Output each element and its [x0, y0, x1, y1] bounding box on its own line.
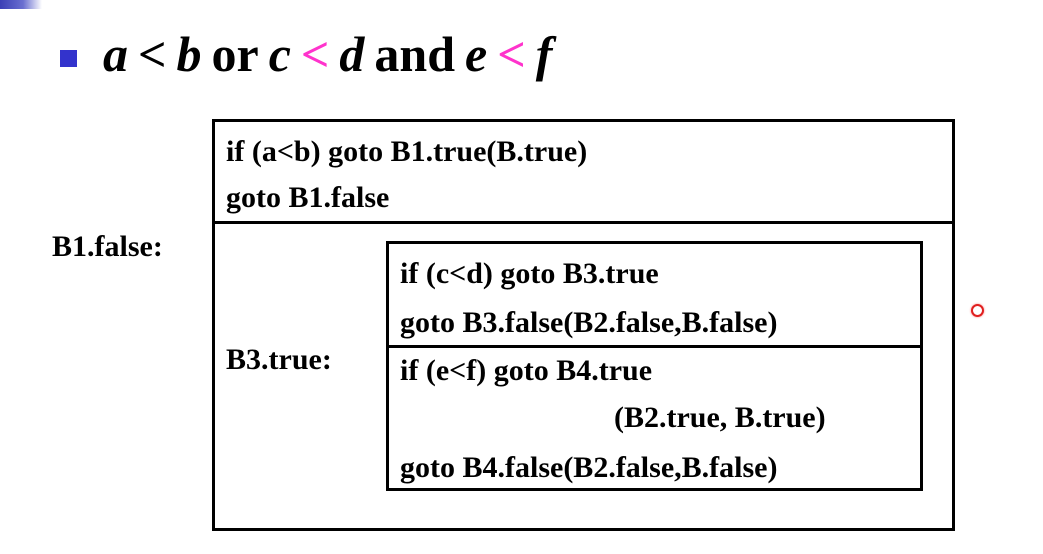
title-var-e: e [465, 26, 488, 82]
inner-code-box [386, 241, 923, 491]
title-lt-2: < [300, 26, 330, 82]
title-or: or [211, 26, 259, 82]
slide-title: a < b or c < d and e < f [60, 22, 552, 86]
bullet-square-icon [60, 49, 77, 67]
outer-code-box [212, 119, 955, 531]
b1-line-2: goto B1.false [226, 181, 390, 214]
b4-line-2: (B2.true, B.true) [614, 401, 826, 434]
label-b3-true: B3.true: [226, 343, 332, 376]
title-lt-3: < [497, 26, 526, 82]
label-b1-false: B1.false: [52, 230, 163, 263]
outer-box-divider [212, 221, 955, 224]
slide-corner-accent [0, 0, 42, 9]
b4-line-1: if (e<f) goto B4.true [400, 354, 653, 387]
b3-line-1: if (c<d) goto B3.true [400, 257, 659, 290]
title-lt-1: < [138, 26, 167, 82]
b1-line-1: if (a<b) goto B1.true(B.true) [226, 135, 588, 168]
title-var-c: c [268, 26, 291, 82]
inner-box-divider [386, 345, 923, 348]
b4-line-3: goto B4.false(B2.false,B.false) [400, 451, 778, 484]
title-var-f: f [535, 26, 553, 82]
title-var-b: b [176, 26, 202, 82]
b3-line-2: goto B3.false(B2.false,B.false) [400, 306, 778, 339]
title-and: and [374, 26, 456, 82]
title-var-d: d [339, 26, 365, 82]
pointer-marker-icon [971, 304, 984, 317]
title-var-a: a [103, 26, 128, 82]
